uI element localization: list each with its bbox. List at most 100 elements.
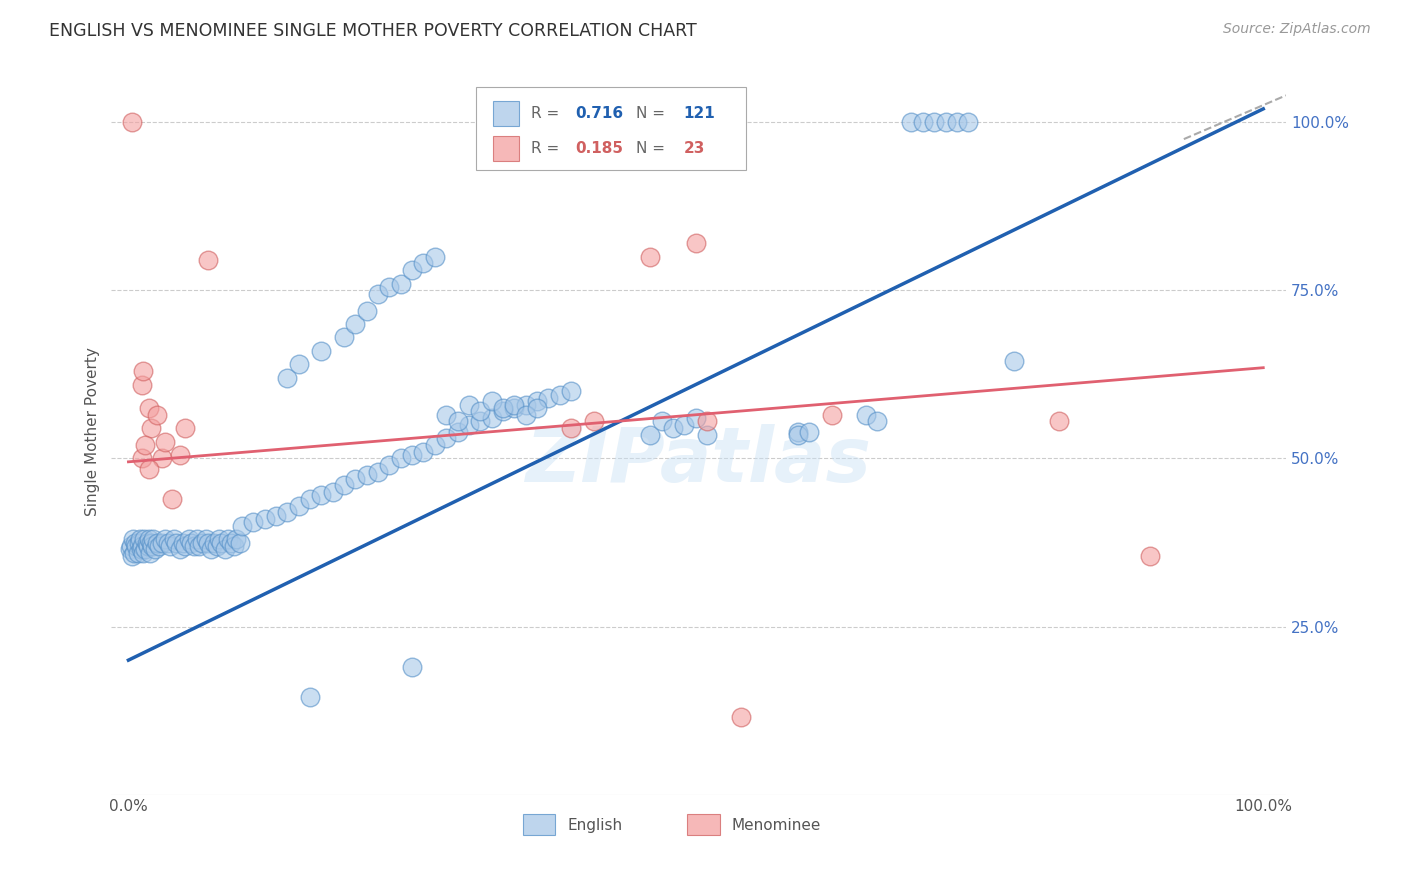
Point	[153, 532, 176, 546]
Point	[515, 408, 537, 422]
Point	[685, 236, 707, 251]
Point	[141, 539, 163, 553]
Point	[120, 539, 142, 553]
Point	[344, 317, 367, 331]
Point	[526, 394, 548, 409]
Point	[128, 532, 150, 546]
Point	[696, 415, 718, 429]
Text: R =: R =	[530, 141, 564, 156]
Point	[957, 115, 980, 129]
Point	[287, 357, 309, 371]
Point	[200, 542, 222, 557]
Point	[125, 539, 148, 553]
Point	[1002, 354, 1025, 368]
Point	[298, 491, 321, 506]
Point	[264, 508, 287, 523]
Point	[515, 398, 537, 412]
Point	[423, 250, 446, 264]
Point	[169, 448, 191, 462]
Point	[132, 545, 155, 559]
Text: N =: N =	[637, 141, 671, 156]
Point	[457, 417, 479, 432]
Point	[146, 408, 169, 422]
Point	[276, 371, 298, 385]
Point	[481, 411, 503, 425]
Text: R =: R =	[530, 106, 564, 121]
Point	[127, 545, 149, 559]
Point	[217, 532, 239, 546]
Point	[122, 532, 145, 546]
Point	[205, 539, 228, 553]
Point	[412, 444, 434, 458]
Point	[378, 458, 401, 473]
Point	[548, 387, 571, 401]
Text: ZIPatlas: ZIPatlas	[526, 424, 872, 498]
Point	[228, 535, 250, 549]
Point	[582, 415, 605, 429]
Point	[172, 535, 194, 549]
Bar	[494, 136, 519, 161]
Point	[560, 384, 582, 399]
Point	[139, 535, 162, 549]
Point	[169, 542, 191, 557]
Text: 0.185: 0.185	[575, 141, 623, 156]
Point	[434, 408, 457, 422]
Text: English: English	[567, 818, 623, 832]
Point	[242, 516, 264, 530]
Y-axis label: Single Mother Poverty: Single Mother Poverty	[86, 347, 100, 516]
Point	[121, 549, 143, 563]
Point	[866, 415, 889, 429]
Point	[142, 532, 165, 546]
Point	[640, 428, 662, 442]
Point	[787, 425, 810, 439]
Point	[311, 488, 333, 502]
Point	[135, 535, 157, 549]
Text: 23: 23	[683, 141, 704, 156]
Point	[322, 485, 344, 500]
Point	[138, 401, 160, 415]
Point	[367, 286, 389, 301]
Point	[401, 448, 423, 462]
Point	[560, 421, 582, 435]
Point	[136, 539, 159, 553]
Point	[401, 660, 423, 674]
Point	[157, 535, 180, 549]
Point	[152, 535, 174, 549]
Point	[378, 280, 401, 294]
Point	[287, 499, 309, 513]
Point	[389, 277, 412, 291]
Point	[194, 532, 217, 546]
Point	[253, 512, 276, 526]
Point	[412, 256, 434, 270]
Point	[298, 690, 321, 705]
Point	[1139, 549, 1161, 563]
Point	[799, 425, 821, 439]
Point	[131, 377, 153, 392]
Point	[446, 425, 468, 439]
Point	[124, 535, 146, 549]
Point	[131, 451, 153, 466]
Point	[134, 532, 156, 546]
Point	[160, 491, 183, 506]
Point	[138, 532, 160, 546]
Point	[640, 250, 662, 264]
Point	[146, 535, 169, 549]
Point	[183, 539, 205, 553]
Point	[821, 408, 844, 422]
Point	[138, 461, 160, 475]
Point	[139, 421, 162, 435]
Point	[276, 505, 298, 519]
Point	[934, 115, 956, 129]
Point	[121, 115, 143, 129]
Point	[537, 391, 560, 405]
Point	[651, 415, 673, 429]
Point	[219, 535, 242, 549]
Point	[344, 472, 367, 486]
Bar	[688, 814, 720, 835]
Point	[165, 535, 187, 549]
Point	[159, 539, 181, 553]
Point	[946, 115, 969, 129]
Point	[214, 542, 236, 557]
Point	[446, 415, 468, 429]
Text: 121: 121	[683, 106, 716, 121]
